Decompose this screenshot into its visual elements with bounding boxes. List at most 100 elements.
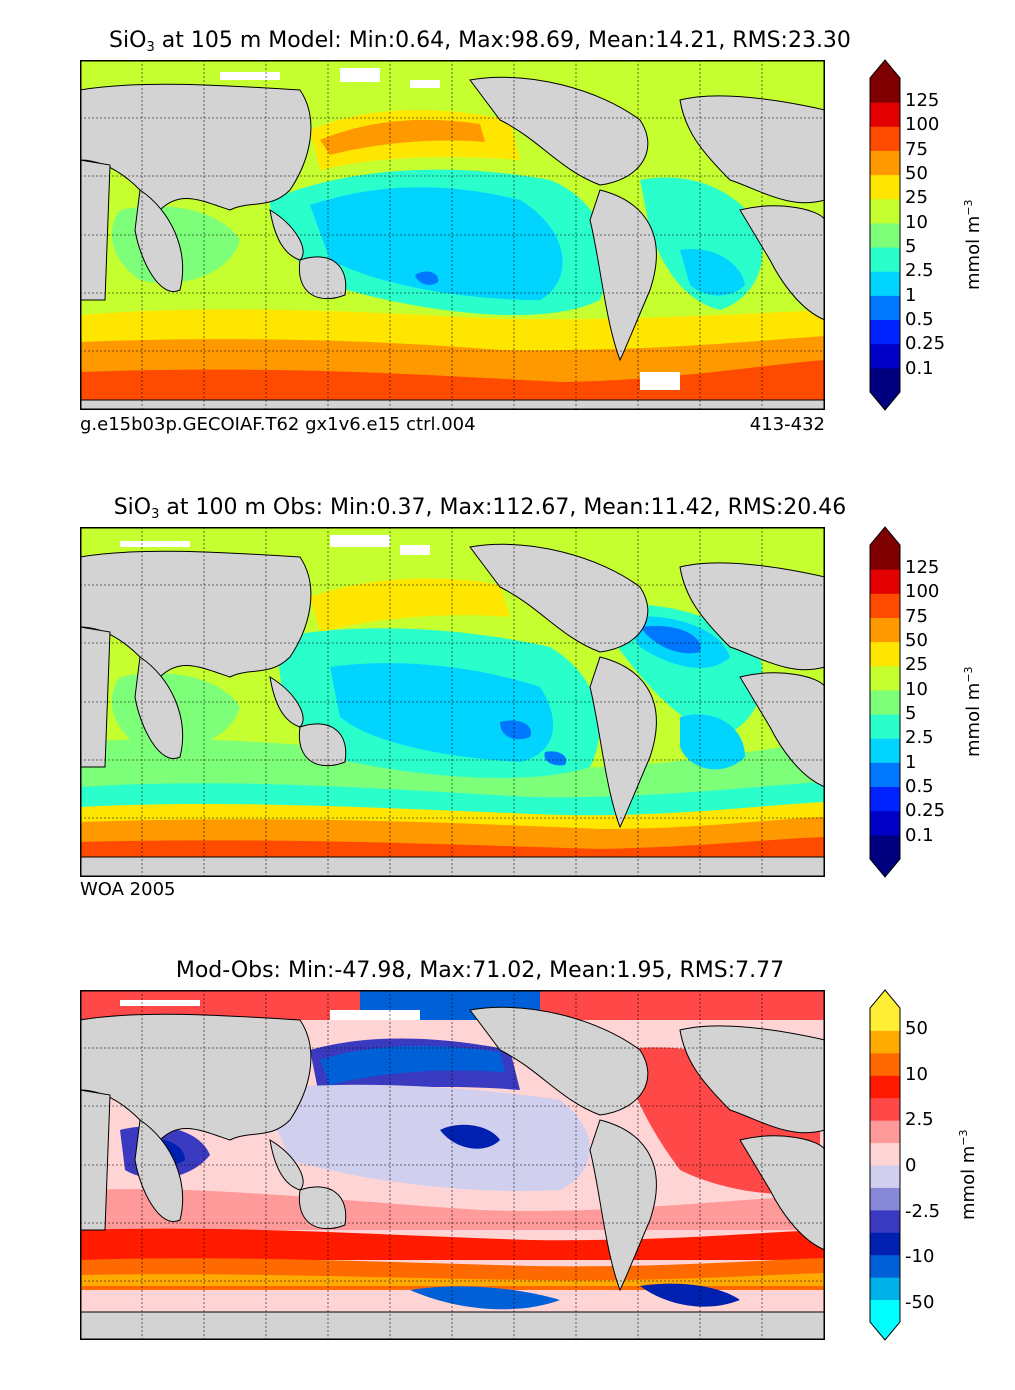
colorbar-bin [870, 1254, 900, 1278]
colorbar-bin [870, 810, 900, 836]
obs-map [80, 527, 825, 877]
colorbar-bin [870, 834, 900, 860]
colorbar-tick: 125 [905, 90, 940, 111]
caption-right: 413-432 [749, 414, 825, 435]
colorbar-bin [870, 1209, 900, 1233]
colorbar-tick: 75 [905, 606, 928, 627]
colorbar-tick: 0 [905, 1155, 917, 1176]
colorbar-tick: 5 [905, 703, 917, 724]
panel-title: Mod-Obs: Min:-47.98, Max:71.02, Mean:1.9… [0, 958, 960, 983]
colorbar-bin [870, 665, 900, 691]
colorbar-bin [870, 1299, 900, 1323]
colorbar-bin [870, 1008, 900, 1031]
panel-obs: SiO3 at 100 m Obs: Min:0.37, Max:112.67,… [0, 467, 1015, 927]
colorbar-bin [870, 738, 900, 763]
colorbar-bin [870, 222, 900, 248]
unit-exp: −3 [962, 666, 975, 683]
colorbar-extend-low [870, 859, 900, 877]
colorbar-bin [870, 1030, 900, 1054]
colorbar-tick: 1 [905, 285, 917, 306]
colorbar-tick: 50 [905, 630, 928, 651]
colorbar-bin [870, 343, 900, 369]
colorbar-bin [870, 641, 900, 667]
colorbar-bin [870, 1120, 900, 1144]
colorbar-tick: -10 [905, 1246, 935, 1267]
panel-title: SiO3 at 100 m Obs: Min:0.37, Max:112.67,… [0, 495, 960, 522]
colorbar-tick: 1 [905, 752, 917, 773]
colorbar-bin [870, 198, 900, 224]
colorbar-unit: mmol m−3 [957, 1129, 979, 1220]
colorbar-bin [870, 78, 900, 103]
colorbar-bin [870, 247, 900, 272]
colorbar-tick: 25 [905, 654, 928, 675]
colorbar-bin [870, 1075, 900, 1099]
colorbar-tick: -2.5 [905, 1201, 941, 1222]
colorbar-tick: 0.1 [905, 825, 934, 846]
colorbar-bin [870, 1052, 900, 1076]
colorbar-bin [870, 545, 900, 570]
caption-left: WOA 2005 [80, 879, 176, 900]
colorbar-bin [870, 689, 900, 715]
colorbar-bin [870, 714, 900, 739]
unit-text: mmol m [963, 682, 984, 757]
model-map [80, 60, 825, 410]
colorbar-bin [870, 569, 900, 594]
colorbar-bin [870, 1142, 900, 1166]
colorbar-bin [870, 1097, 900, 1121]
colorbar-bin [870, 150, 900, 176]
panel-model: SiO3 at 105 m Model: Min:0.64, Max:98.69… [0, 0, 1015, 460]
title-rest: at 105 m Model: Min:0.64, Max:98.69, Mea… [154, 28, 851, 53]
colorbar-bin [870, 762, 900, 788]
colorbar [869, 989, 901, 1341]
caption-left: g.e15b03p.GECOIAF.T62 gx1v6.e15 ctrl.004 [80, 414, 476, 435]
colorbar-tick: 10 [905, 679, 928, 700]
colorbar-outline [869, 989, 901, 1341]
colorbar-bin [870, 295, 900, 321]
colorbar-extend-high [870, 60, 900, 78]
colorbar-tick: 0.1 [905, 358, 934, 379]
colorbar-bin [870, 271, 900, 296]
title-main: SiO [109, 28, 147, 53]
unit-exp: −3 [957, 1129, 970, 1146]
colorbar-tick: 75 [905, 139, 928, 160]
colorbar-tick: 0.25 [905, 800, 946, 821]
diff-map [80, 990, 825, 1340]
colorbar-outline [869, 59, 901, 411]
colorbar-tick: 100 [905, 581, 940, 602]
colorbar-bin [870, 1187, 900, 1211]
panel-diff: Mod-Obs: Min:-47.98, Max:71.02, Mean:1.9… [0, 930, 1015, 1390]
colorbar-tick: 5 [905, 236, 917, 257]
colorbar-bin [870, 1277, 900, 1301]
colorbar-tick: 0.5 [905, 776, 934, 797]
colorbar-bin [870, 617, 900, 643]
panel-title: SiO3 at 105 m Model: Min:0.64, Max:98.69… [0, 28, 960, 55]
unit-text: mmol m [958, 1145, 979, 1220]
title-rest: at 100 m Obs: Min:0.37, Max:112.67, Mean… [159, 495, 847, 520]
colorbar [869, 526, 901, 878]
colorbar-tick: 0.5 [905, 309, 934, 330]
colorbar-tick: 0.25 [905, 333, 946, 354]
colorbar-tick: -50 [905, 1292, 935, 1313]
colorbar-bin [870, 593, 900, 618]
colorbar-bin [870, 367, 900, 393]
colorbar-tick: 2.5 [905, 260, 934, 281]
colorbar-bin [870, 319, 900, 345]
colorbar-tick: 125 [905, 557, 940, 578]
colorbar-tick: 10 [905, 1064, 928, 1085]
title-sub: 3 [151, 507, 160, 522]
colorbar-unit: mmol m−3 [962, 199, 984, 290]
colorbar-outline [869, 526, 901, 878]
colorbar-tick: 50 [905, 1018, 928, 1039]
colorbar-extend-high [870, 527, 900, 545]
colorbar-unit: mmol m−3 [962, 666, 984, 757]
title-main: Mod-Obs: Min:-47.98, Max:71.02, Mean:1.9… [175, 958, 785, 983]
colorbar-bin [870, 786, 900, 812]
colorbar [869, 59, 901, 411]
colorbar-tick: 25 [905, 187, 928, 208]
colorbar-extend-low [870, 392, 900, 410]
title-sub: 3 [146, 40, 155, 55]
colorbar-bin [870, 1165, 900, 1188]
colorbar-extend-low [870, 1322, 900, 1340]
colorbar-tick: 2.5 [905, 727, 934, 748]
colorbar-tick: 2.5 [905, 1109, 934, 1130]
